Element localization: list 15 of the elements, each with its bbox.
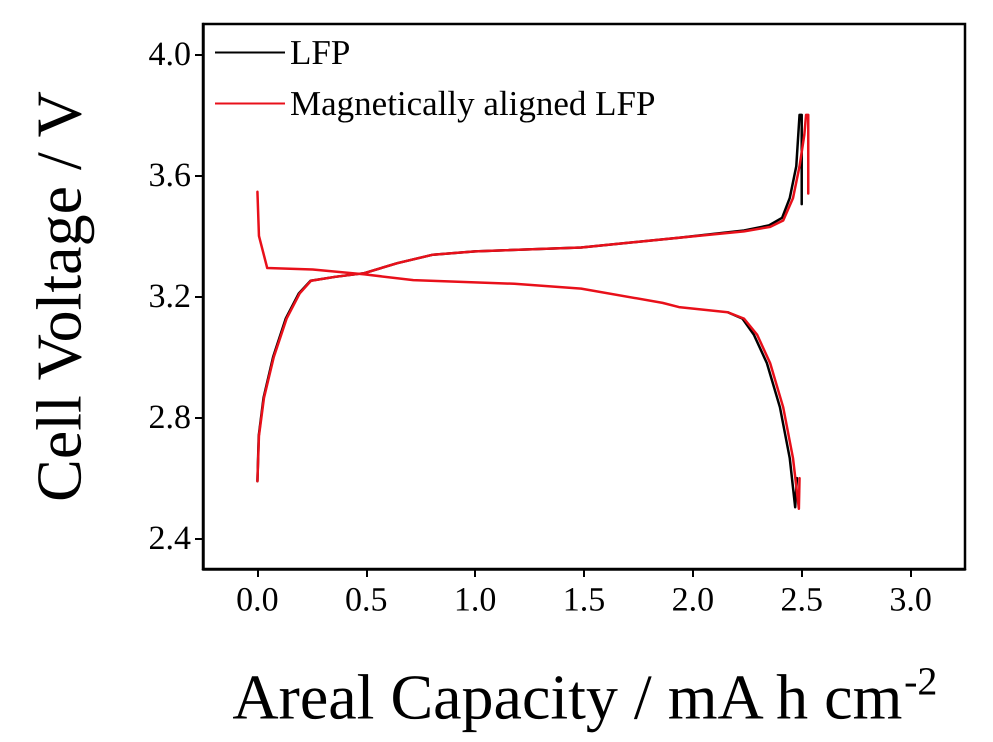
x-tick-label: 0.0 — [236, 582, 279, 618]
y-tick-label: 4.0 — [148, 36, 191, 73]
x-tick-label: 0.5 — [345, 582, 388, 618]
y-tick-label: 3.2 — [148, 278, 191, 315]
y-tick-label: 2.8 — [148, 399, 191, 436]
x-tick-label: 2.5 — [780, 582, 823, 618]
x-tick-label: 1.0 — [454, 582, 496, 618]
y-tick-label: 3.6 — [148, 156, 191, 194]
x-tick-label: 1.5 — [562, 582, 606, 618]
legend-label: Magnetically aligned LFP — [290, 84, 656, 123]
y-tick-label: 2.4 — [148, 520, 191, 558]
x-tick-label: 2.0 — [672, 582, 714, 618]
x-tick-label: 3.0 — [889, 582, 932, 618]
y-axis-title: Cell Voltage / V — [24, 91, 94, 502]
legend-label: LFP — [290, 33, 350, 72]
